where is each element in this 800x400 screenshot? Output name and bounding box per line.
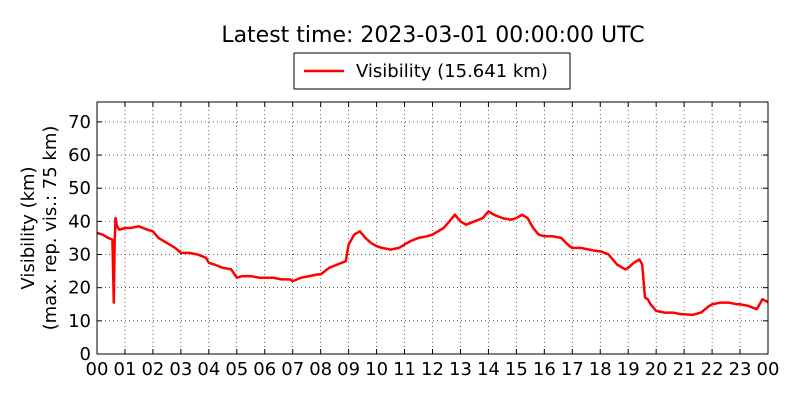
y-tick-label: 30 bbox=[68, 245, 91, 266]
plot-frame bbox=[96, 101, 769, 355]
x-tick-label: 03 bbox=[169, 359, 192, 380]
legend-label: Visibility (15.641 km) bbox=[356, 61, 548, 82]
x-tick-label: 18 bbox=[589, 359, 612, 380]
series-line bbox=[96, 210, 769, 317]
x-tick-label: 01 bbox=[114, 359, 137, 380]
y-tick-label: 20 bbox=[68, 278, 91, 299]
x-tick-label: 07 bbox=[281, 359, 304, 380]
grid bbox=[97, 102, 768, 354]
x-tick-label: 09 bbox=[337, 359, 360, 380]
x-tick-label: 16 bbox=[533, 359, 556, 380]
x-tick-label: 00 bbox=[86, 359, 109, 380]
x-tick-label: 06 bbox=[253, 359, 276, 380]
x-tick-label: 00 bbox=[757, 359, 780, 380]
x-tick-label: 04 bbox=[197, 359, 220, 380]
y-tick-label: 10 bbox=[68, 311, 91, 332]
x-tick-label: 20 bbox=[645, 359, 668, 380]
y-axis-label-line2: (max. rep. vis.: 75 km) bbox=[40, 126, 61, 331]
x-tick-label: 05 bbox=[225, 359, 248, 380]
x-tick-label: 22 bbox=[701, 359, 724, 380]
x-tick-label: 13 bbox=[449, 359, 472, 380]
ticks bbox=[96, 102, 769, 355]
tick-labels: 00 01 02 03 04 05 06 07 08 09 10 11 12 13 14 15 16 17 18 19… bbox=[68, 112, 779, 380]
y-tick-label: 70 bbox=[68, 112, 91, 133]
x-tick-label: 14 bbox=[477, 359, 500, 380]
y-axis-label-line1: Visibility (km) bbox=[18, 166, 39, 289]
series-layer bbox=[96, 210, 769, 317]
x-tick-label: 23 bbox=[729, 359, 752, 380]
x-tick-label: 19 bbox=[617, 359, 640, 380]
x-tick-label: 11 bbox=[393, 359, 416, 380]
chart-title: Latest time: 2023-03-01 00:00:00 UTC bbox=[221, 23, 644, 48]
legend: Visibility (15.641 km) bbox=[293, 52, 571, 90]
x-tick-label: 12 bbox=[421, 359, 444, 380]
x-tick-label: 15 bbox=[505, 359, 528, 380]
x-tick-label: 08 bbox=[309, 359, 332, 380]
x-tick-label: 17 bbox=[561, 359, 584, 380]
y-tick-label: 60 bbox=[68, 145, 91, 166]
y-tick-label: 50 bbox=[68, 178, 91, 199]
y-tick-label: 40 bbox=[68, 211, 91, 232]
x-tick-label: 02 bbox=[141, 359, 164, 380]
x-tick-label: 10 bbox=[365, 359, 388, 380]
x-tick-label: 21 bbox=[673, 359, 696, 380]
y-tick-label: 0 bbox=[80, 344, 91, 365]
